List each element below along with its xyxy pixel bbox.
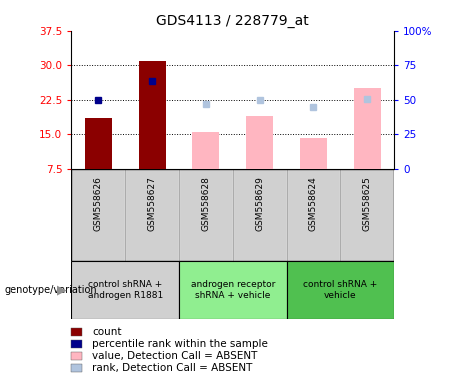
Bar — [193, 132, 219, 169]
Bar — [287, 169, 340, 261]
Text: rank, Detection Call = ABSENT: rank, Detection Call = ABSENT — [92, 363, 253, 373]
Text: ▶: ▶ — [58, 283, 67, 296]
Bar — [71, 169, 125, 261]
Bar — [139, 61, 165, 169]
Bar — [179, 169, 233, 261]
Bar — [71, 261, 179, 319]
Title: GDS4113 / 228779_at: GDS4113 / 228779_at — [156, 14, 309, 28]
Text: GSM558628: GSM558628 — [201, 176, 210, 231]
Bar — [85, 118, 112, 169]
Text: control shRNA +
vehicle: control shRNA + vehicle — [303, 280, 378, 300]
Bar — [340, 169, 394, 261]
Bar — [246, 116, 273, 169]
Text: GSM558627: GSM558627 — [148, 176, 157, 231]
Text: GSM558629: GSM558629 — [255, 176, 264, 231]
Bar — [354, 88, 381, 169]
Bar — [287, 169, 340, 261]
Bar — [125, 169, 179, 261]
Bar — [125, 169, 179, 261]
Bar — [300, 138, 327, 169]
Bar — [71, 169, 125, 261]
Bar — [233, 169, 287, 261]
Text: control shRNA +
androgen R1881: control shRNA + androgen R1881 — [88, 280, 163, 300]
Bar — [179, 169, 233, 261]
Text: count: count — [92, 327, 122, 337]
Bar — [233, 169, 287, 261]
Text: androgen receptor
shRNA + vehicle: androgen receptor shRNA + vehicle — [190, 280, 275, 300]
Bar — [287, 261, 394, 319]
Bar — [340, 169, 394, 261]
Text: GSM558625: GSM558625 — [363, 176, 372, 231]
Text: genotype/variation: genotype/variation — [5, 285, 97, 295]
Bar — [179, 261, 287, 319]
Text: GSM558626: GSM558626 — [94, 176, 103, 231]
Text: percentile rank within the sample: percentile rank within the sample — [92, 339, 268, 349]
Text: GSM558624: GSM558624 — [309, 176, 318, 231]
Text: value, Detection Call = ABSENT: value, Detection Call = ABSENT — [92, 351, 258, 361]
